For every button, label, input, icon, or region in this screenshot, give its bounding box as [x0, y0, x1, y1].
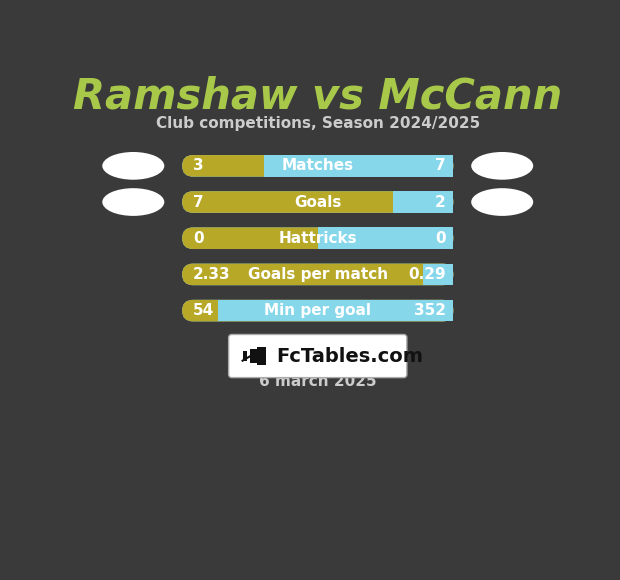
- FancyBboxPatch shape: [182, 155, 453, 177]
- Bar: [423, 264, 453, 285]
- Text: 0.29: 0.29: [408, 267, 446, 282]
- FancyBboxPatch shape: [182, 191, 453, 213]
- Text: 0: 0: [193, 231, 203, 246]
- Text: Goals: Goals: [294, 194, 342, 209]
- Text: FcTables.com: FcTables.com: [276, 346, 423, 365]
- FancyBboxPatch shape: [182, 264, 453, 285]
- Text: 2: 2: [435, 194, 446, 209]
- Text: Ramshaw vs McCann: Ramshaw vs McCann: [73, 75, 562, 118]
- Bar: [250, 349, 257, 363]
- Text: Min per goal: Min per goal: [264, 303, 371, 318]
- Bar: [218, 300, 453, 321]
- Text: Club competitions, Season 2024/2025: Club competitions, Season 2024/2025: [156, 116, 480, 131]
- Bar: [264, 155, 453, 177]
- FancyBboxPatch shape: [182, 155, 453, 177]
- Bar: [393, 191, 453, 213]
- Text: 0: 0: [435, 231, 446, 246]
- Text: 6 march 2025: 6 march 2025: [259, 374, 376, 389]
- Ellipse shape: [102, 188, 164, 216]
- Bar: [257, 347, 266, 365]
- Text: 352: 352: [414, 303, 446, 318]
- FancyBboxPatch shape: [229, 335, 407, 378]
- Text: 3: 3: [193, 158, 203, 173]
- Text: 54: 54: [193, 303, 215, 318]
- Ellipse shape: [471, 188, 533, 216]
- FancyBboxPatch shape: [182, 300, 453, 321]
- Ellipse shape: [102, 152, 164, 180]
- Bar: [243, 351, 247, 361]
- FancyBboxPatch shape: [182, 300, 453, 321]
- FancyBboxPatch shape: [182, 191, 453, 213]
- Text: 7: 7: [435, 158, 446, 173]
- Text: Goals per match: Goals per match: [247, 267, 388, 282]
- FancyBboxPatch shape: [182, 227, 453, 249]
- Ellipse shape: [471, 152, 533, 180]
- Text: Matches: Matches: [281, 158, 354, 173]
- Text: 2.33: 2.33: [193, 267, 231, 282]
- FancyBboxPatch shape: [182, 227, 453, 249]
- Text: 7: 7: [193, 194, 203, 209]
- Text: Hattricks: Hattricks: [278, 231, 357, 246]
- FancyBboxPatch shape: [182, 264, 453, 285]
- Bar: [317, 227, 453, 249]
